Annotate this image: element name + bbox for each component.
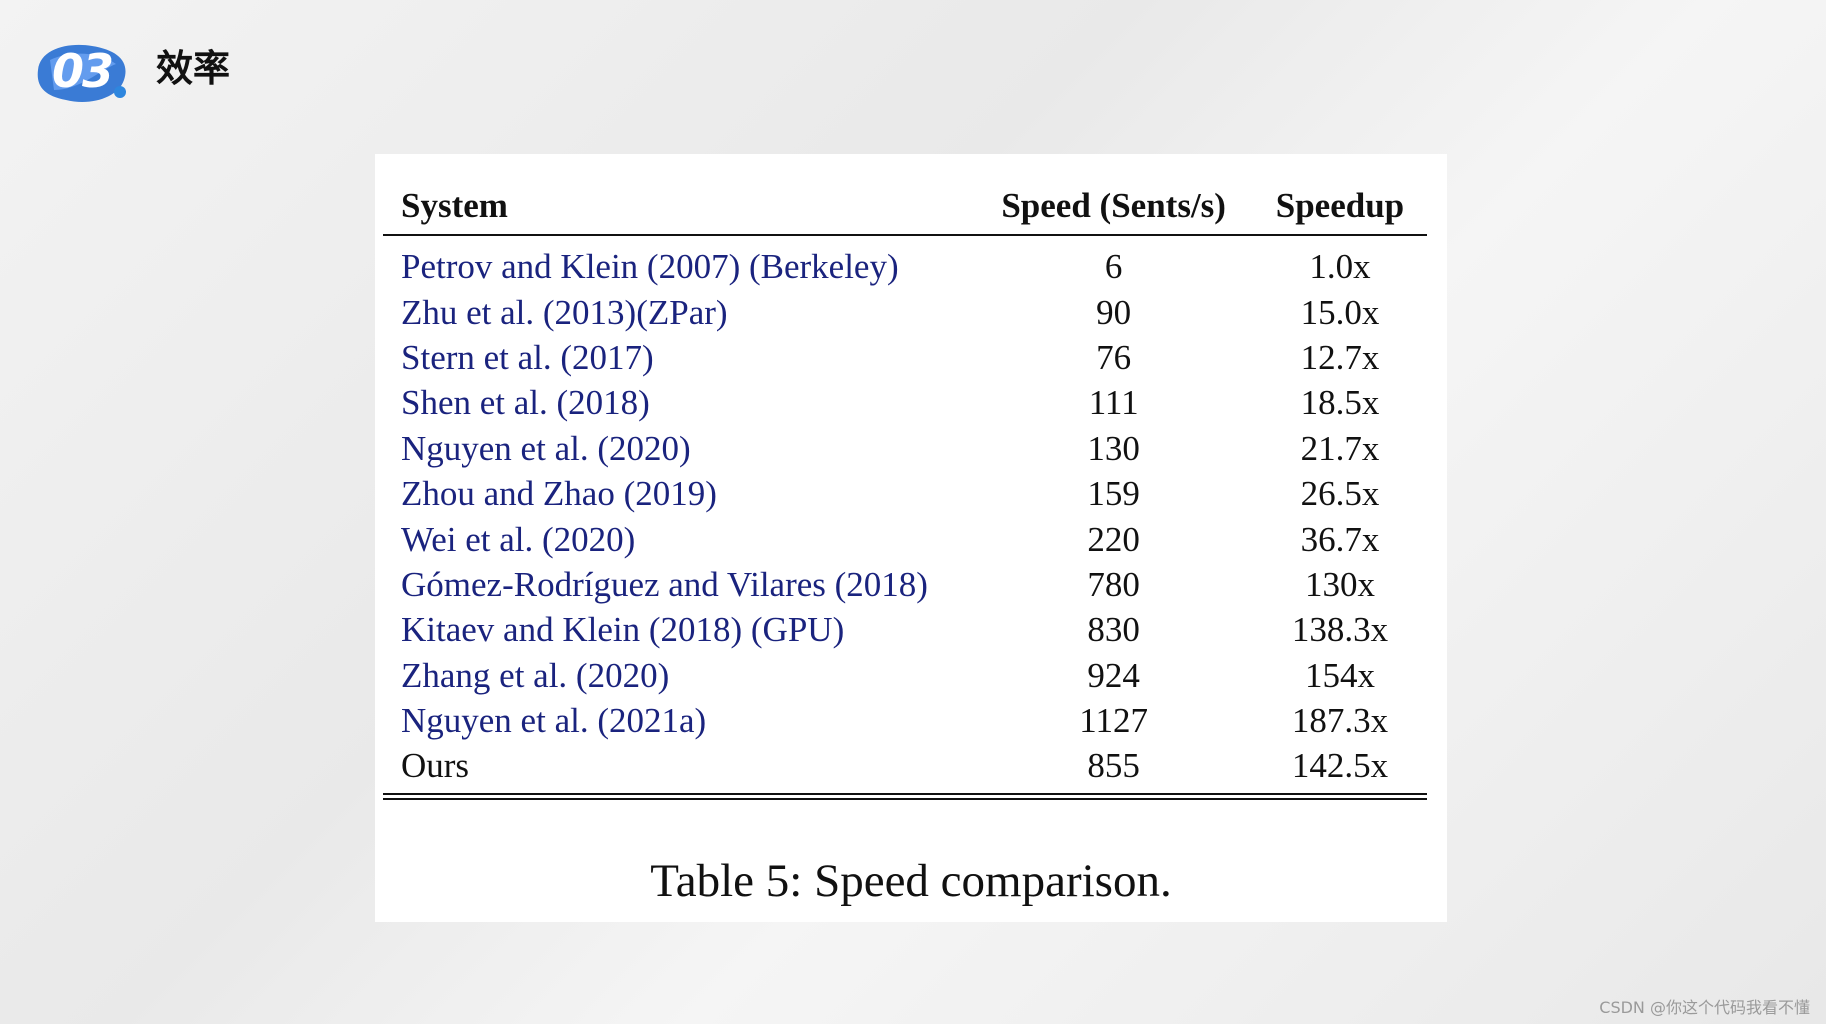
table-row: Zhou and Zhao (2019) 159 26.5x xyxy=(383,471,1427,516)
table-row: Zhu et al. (2013)(ZPar) 90 15.0x xyxy=(383,289,1427,334)
value-cell: 12.7x xyxy=(1300,337,1380,377)
table-row: Shen et al. (2018) 111 18.5x xyxy=(383,380,1427,425)
table-row: Nguyen et al. (2021a) 1127 187.3x xyxy=(383,698,1427,743)
value-cell: 1127 xyxy=(1079,701,1148,741)
table-row: Ours 855 142.5x xyxy=(383,743,1427,800)
system-cell: Zhang et al. (2020) xyxy=(401,655,670,695)
table-row: Stern et al. (2017) 76 12.7x xyxy=(383,335,1427,380)
table-row: Zhang et al. (2020) 924 154x xyxy=(383,653,1427,698)
value-cell: 26.5x xyxy=(1300,474,1380,514)
system-cell: Zhu et al. (2013)(ZPar) xyxy=(401,292,728,332)
system-cell: Wei et al. (2020) xyxy=(401,519,636,559)
table-row: Nguyen et al. (2020) 130 21.7x xyxy=(383,426,1427,471)
badge-number: 03 xyxy=(52,44,114,98)
value-cell: 18.5x xyxy=(1300,383,1380,423)
table-row: Gómez-Rodríguez and Vilares (2018) 780 130… xyxy=(383,562,1427,607)
table-row: Wei et al. (2020) 220 36.7x xyxy=(383,516,1427,561)
value-cell: 130 xyxy=(1087,428,1140,468)
column-header: System xyxy=(383,178,975,236)
value-cell: 130x xyxy=(1304,564,1375,604)
system-cell: Zhou and Zhao (2019) xyxy=(401,474,717,514)
watermark: CSDN @你这个代码我看不懂 xyxy=(1599,998,1810,1017)
system-cell: Ours xyxy=(383,743,975,800)
system-cell: Stern et al. (2017) xyxy=(401,337,654,377)
value-cell: 159 xyxy=(1087,474,1140,514)
table-card: System Speed (Sents/s) Speedup Petrov and … xyxy=(375,154,1447,922)
system-cell: Gómez-Rodríguez and Vilares (2018) xyxy=(401,564,928,604)
value-cell: 830 xyxy=(1087,610,1140,650)
value-cell: 6 xyxy=(1104,247,1123,287)
value-cell: 1.0x xyxy=(1309,247,1371,287)
header-row: System Speed (Sents/s) Speedup xyxy=(383,178,1427,236)
value-cell: 780 xyxy=(1087,564,1140,604)
table: System Speed (Sents/s) Speedup Petrov and … xyxy=(383,178,1427,800)
value-cell: 111 xyxy=(1088,383,1139,423)
value-cell: 15.0x xyxy=(1300,292,1380,332)
system-cell: Petrov and Klein (2007) (Berkeley) xyxy=(401,247,899,287)
value-cell: 924 xyxy=(1087,655,1140,695)
section-title: 效率 xyxy=(156,47,230,90)
badge-shape xyxy=(37,44,126,102)
column-header: Speed (Sents/s) xyxy=(974,178,1253,236)
system-cell: Kitaev and Klein (2018) (GPU) xyxy=(401,610,845,650)
value-cell: 90 xyxy=(1096,292,1132,332)
value-cell: 76 xyxy=(1096,337,1132,377)
value-cell: 142.5x xyxy=(1252,743,1427,800)
column-header: Speedup xyxy=(1252,178,1427,236)
value-cell: 36.7x xyxy=(1300,519,1380,559)
value-cell: 187.3x xyxy=(1291,701,1389,741)
table-caption: Table 5: Speed comparison. xyxy=(650,855,1172,907)
system-cell: Nguyen et al. (2020) xyxy=(401,428,691,468)
system-cell: Shen et al. (2018) xyxy=(401,383,650,423)
value-cell: 138.3x xyxy=(1291,610,1389,650)
value-cell: 154x xyxy=(1304,655,1375,695)
table-row: Kitaev and Klein (2018) (GPU) 830 138.3x xyxy=(383,607,1427,652)
value-cell: 220 xyxy=(1087,519,1140,559)
system-cell: Nguyen et al. (2021a) xyxy=(401,701,707,741)
value-cell: 21.7x xyxy=(1300,428,1380,468)
value-cell: 855 xyxy=(974,743,1253,800)
table-row: Petrov and Klein (2007) (Berkeley) 6 1.0x xyxy=(383,235,1427,289)
